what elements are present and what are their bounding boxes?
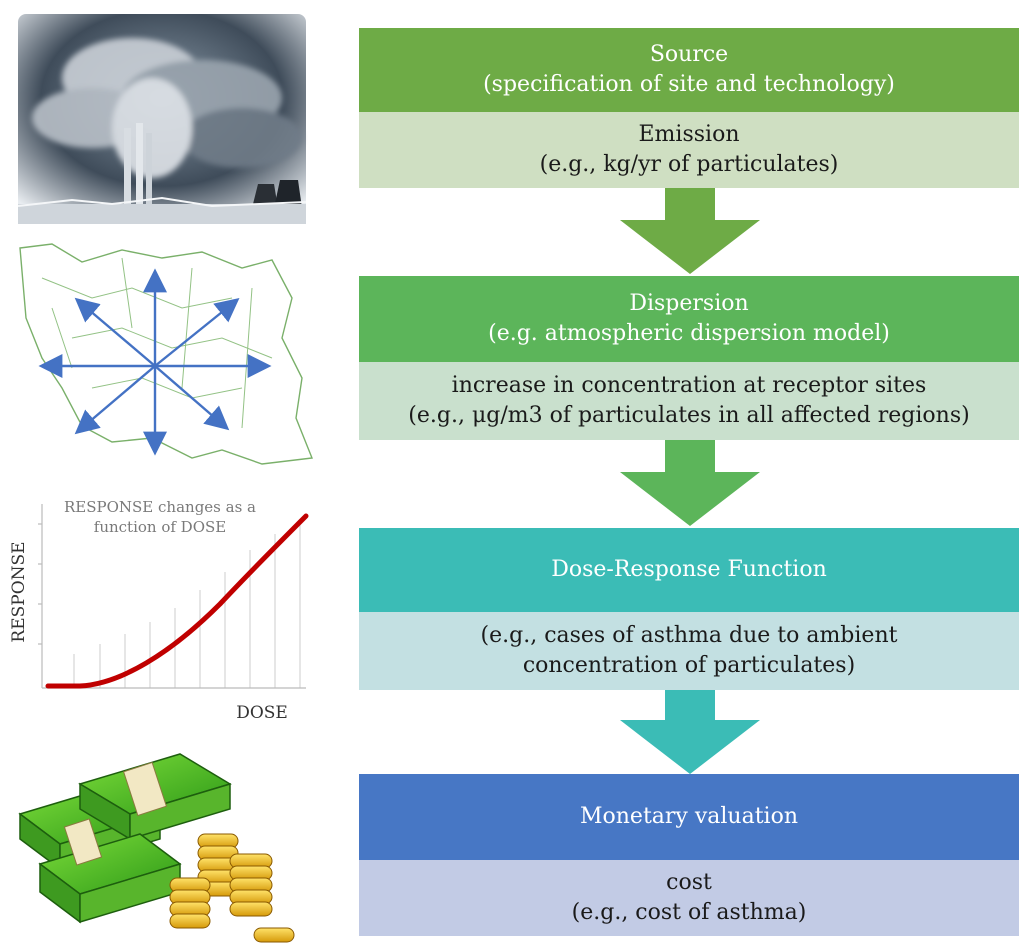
dispersion-header: Dispersion (e.g. atmospheric dispersion … bbox=[359, 276, 1019, 362]
arrow-down-icon bbox=[620, 188, 760, 274]
asthma-cases-line1: (e.g., cases of asthma due to ambient bbox=[480, 623, 898, 649]
dispersion-title: Dispersion bbox=[629, 291, 749, 317]
dispersion-map-icon bbox=[19, 243, 313, 465]
chart-gridlines bbox=[73, 520, 301, 688]
chart-x-label: DOSE bbox=[236, 703, 288, 723]
source-header: Source (specification of site and techno… bbox=[359, 28, 1019, 112]
arrow-down-icon bbox=[620, 690, 760, 774]
emission-example: (e.g., kg/yr of particulates) bbox=[539, 152, 839, 177]
chart-annotation-line2: function of DOSE bbox=[94, 518, 226, 536]
monetary-title: Monetary valuation bbox=[579, 804, 798, 830]
emission-box: Emission (e.g., kg/yr of particulates) bbox=[359, 112, 1019, 188]
source-title: Source bbox=[649, 42, 729, 68]
monetary-header: Monetary valuation bbox=[359, 774, 1019, 860]
asthma-cases-line2: concentration of particulates) bbox=[522, 653, 856, 678]
emission-title: Emission bbox=[638, 122, 740, 148]
chart-annotation-line1: RESPONSE changes as a bbox=[64, 498, 256, 516]
dose-response-curve bbox=[45, 513, 309, 689]
cost-title: cost bbox=[666, 870, 712, 896]
cost-box: cost (e.g., cost of asthma) bbox=[359, 860, 1019, 936]
concentration-box: increase in concentration at receptor si… bbox=[359, 362, 1019, 440]
source-subtitle: (specification of site and technology) bbox=[483, 72, 895, 97]
dispersion-subtitle: (e.g. atmospheric dispersion model) bbox=[488, 321, 890, 346]
chart-y-label: RESPONSE bbox=[9, 541, 29, 642]
asthma-cases-box: (e.g., cases of asthma due to ambient co… bbox=[359, 612, 1019, 690]
dose-response-chart: RESPONSE changes as a function of DOSE R… bbox=[9, 498, 309, 723]
concentration-example: (e.g., μg/m3 of particulates in all affe… bbox=[408, 403, 970, 428]
cost-example: (e.g., cost of asthma) bbox=[571, 900, 807, 925]
dose-response-title: Dose-Response Function bbox=[551, 557, 827, 583]
money-icon bbox=[18, 753, 295, 943]
dose-response-header: Dose-Response Function bbox=[359, 528, 1019, 612]
factory-smoke-icon bbox=[17, 14, 307, 224]
concentration-title: increase in concentration at receptor si… bbox=[451, 373, 927, 399]
arrow-down-icon bbox=[620, 440, 760, 526]
